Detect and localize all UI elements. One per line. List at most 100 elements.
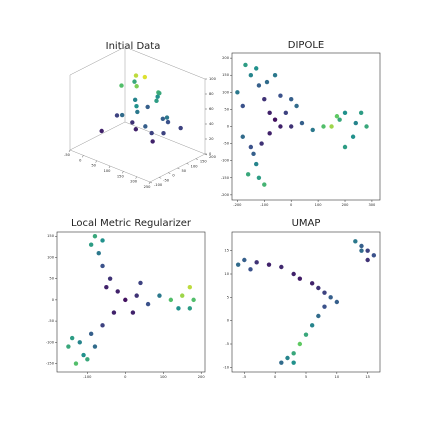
point (289, 96, 294, 102)
y-tick-label: -150 (221, 176, 230, 180)
point (334, 299, 340, 305)
x-tick-label: 100 (315, 203, 323, 207)
point (243, 62, 248, 68)
y-tick (168, 172, 171, 174)
y-tick-label: 5 (227, 295, 229, 299)
y-tick-label: 10 (224, 272, 229, 276)
point (154, 98, 159, 104)
pane-edge (69, 121, 126, 151)
x-tick-label: 200 (342, 203, 350, 207)
x-tick-label: 200 (198, 375, 206, 379)
point (294, 103, 299, 109)
point (342, 110, 348, 116)
point (115, 289, 120, 294)
point (254, 66, 259, 71)
x-tick-label: 250 (144, 185, 152, 189)
x-tick (82, 155, 84, 158)
y-tick-label: 100 (191, 164, 199, 168)
x-tick (148, 181, 151, 185)
x-tick-label: 100 (104, 169, 112, 173)
point (303, 332, 309, 337)
point (100, 263, 105, 269)
point (150, 139, 155, 144)
x-tick-label: 200 (130, 180, 138, 184)
point (114, 113, 120, 118)
y-tick-label: 200 (222, 56, 230, 60)
point (88, 331, 94, 337)
point (142, 74, 148, 80)
point (145, 104, 150, 110)
point (256, 83, 262, 88)
point (99, 128, 104, 134)
point (88, 242, 94, 247)
y-tick-label: 100 (47, 255, 55, 259)
x-tick-label: 50 (91, 164, 96, 168)
pane-edge (124, 121, 206, 155)
point (73, 361, 79, 366)
point (353, 120, 358, 126)
point (251, 151, 256, 157)
point (130, 310, 136, 315)
point (134, 84, 139, 89)
point (240, 134, 245, 139)
x-tick-label: 0 (290, 203, 293, 207)
y-tick-label: 0 (227, 125, 230, 129)
point (285, 355, 290, 361)
point (359, 248, 364, 253)
point (278, 93, 283, 98)
point (309, 281, 315, 286)
x-tick-label: 0 (124, 375, 127, 379)
point (309, 323, 315, 328)
point (130, 120, 135, 125)
x-tick-label: 100 (160, 375, 168, 379)
z-tick-label: 0 (209, 152, 212, 156)
y-tick-label: -5 (225, 342, 229, 346)
y-tick-label: 200 (209, 155, 217, 159)
y-tick-label: -50 (223, 142, 230, 146)
x-tick-label: 15 (365, 375, 370, 379)
z-tick-label: 80 (209, 92, 214, 96)
point (176, 306, 181, 311)
point (133, 73, 139, 78)
point (364, 124, 369, 129)
x-tick (108, 165, 111, 169)
point (337, 117, 342, 122)
y-tick-label: 15 (224, 249, 229, 253)
point (342, 144, 348, 150)
chart-title: Initial Data (106, 41, 161, 52)
point (283, 110, 289, 116)
point (359, 243, 364, 249)
y-tick-label: -150 (46, 362, 55, 366)
point (155, 94, 160, 99)
x-tick-label: 5 (305, 375, 307, 379)
y-tick-label: -50 (48, 319, 55, 323)
point (168, 297, 174, 303)
x-tick-label: 0 (79, 158, 82, 162)
point (134, 293, 139, 298)
point (235, 90, 240, 95)
point (267, 110, 272, 116)
pane-edge (124, 46, 206, 80)
chart-title: Local Metric Regularizer (71, 218, 192, 229)
y-tick (186, 163, 189, 165)
point (187, 284, 193, 290)
point (278, 124, 283, 129)
point (123, 297, 128, 303)
axes-frame (231, 52, 381, 201)
point (132, 79, 137, 84)
y-tick (149, 181, 153, 184)
y-tick-label: 100 (222, 90, 230, 94)
point (178, 125, 183, 131)
y-tick-label: 0 (52, 298, 55, 302)
y-tick-label: 150 (47, 234, 55, 238)
x-tick (122, 171, 124, 174)
y-tick-label: 50 (49, 277, 54, 281)
z-tick-label: 40 (209, 122, 214, 126)
point (254, 260, 259, 265)
point (242, 257, 247, 263)
y-tick-label: -100 (154, 183, 163, 187)
axes-frame (56, 231, 206, 373)
point (240, 103, 245, 109)
point (279, 264, 284, 270)
x-tick (135, 176, 137, 179)
